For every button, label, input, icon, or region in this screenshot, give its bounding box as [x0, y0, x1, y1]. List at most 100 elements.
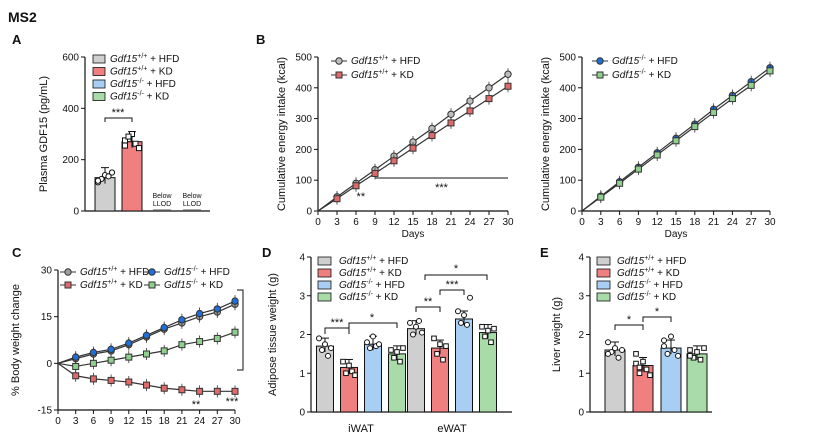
- significance-label: **: [192, 399, 201, 411]
- data-point: [107, 356, 115, 364]
- data-point: [142, 331, 151, 340]
- x-axis-label: Days: [665, 229, 688, 240]
- y-tick-label: -15: [38, 406, 53, 417]
- significance-label: **: [357, 191, 366, 203]
- legend-swatch: [92, 54, 106, 64]
- y-tick-label: 300: [559, 114, 576, 125]
- x-tick-label: 18: [426, 217, 438, 228]
- x-tick-label: 27: [746, 217, 758, 228]
- legend-marker: [64, 268, 72, 276]
- legend-label: Gdf15-/- + KD: [110, 91, 169, 103]
- data-point: [482, 333, 488, 340]
- legend-marker: [335, 71, 343, 79]
- data-point: [132, 140, 139, 147]
- legend-marker: [64, 281, 72, 289]
- y-tick-label: 4: [299, 253, 305, 264]
- data-point: [388, 347, 394, 353]
- x-tick-label: 18: [689, 217, 701, 228]
- x-tick-label: 15: [141, 416, 153, 427]
- y-tick-label: 0: [578, 408, 584, 419]
- data-point: [747, 81, 755, 89]
- data-point: [597, 193, 605, 201]
- x-tick-label: 0: [55, 416, 61, 427]
- data-point: [352, 182, 360, 190]
- data-point: [672, 137, 680, 145]
- y-tick-label: 500: [559, 53, 576, 64]
- legend-swatch: [92, 92, 106, 101]
- data-point: [231, 297, 239, 305]
- data-point: [340, 358, 346, 365]
- significance-bracket: [104, 117, 133, 122]
- data-point: [367, 345, 373, 352]
- bar: [686, 353, 708, 413]
- data-point: [458, 319, 464, 326]
- legend-marker: [596, 71, 604, 79]
- legend-marker: [148, 268, 156, 276]
- x-tick-label: 3: [73, 416, 79, 427]
- y-tick-label: 400: [295, 83, 312, 94]
- data-point: [125, 133, 132, 140]
- x-tick-label: 6: [91, 416, 97, 427]
- y-tick-label: 2: [299, 330, 305, 341]
- data-point: [364, 339, 370, 346]
- data-point: [661, 337, 667, 344]
- data-point: [413, 323, 419, 330]
- y-tick-label: 2: [578, 330, 584, 341]
- x-tick-label: 30: [764, 217, 776, 228]
- significance-label: *: [655, 306, 660, 318]
- y-axis-label: % Body weight change: [10, 284, 22, 396]
- legend-label: Gdf15+/+ + HFD: [110, 53, 179, 65]
- y-tick-label: 4: [578, 253, 584, 264]
- y-tick-label: 400: [62, 104, 79, 115]
- data-point: [231, 387, 239, 395]
- significance-bracket: [348, 322, 398, 328]
- data-point: [72, 362, 80, 370]
- y-tick-label: 3: [299, 291, 305, 302]
- data-point: [675, 352, 681, 359]
- y-axis-label: Liver weight (g): [551, 297, 563, 372]
- y-tick-label: 0: [570, 207, 576, 218]
- data-point: [343, 370, 349, 377]
- y-tick-label: 200: [62, 155, 79, 166]
- data-point: [107, 376, 115, 384]
- data-point: [322, 341, 328, 348]
- data-point: [319, 347, 325, 353]
- bar: [121, 141, 143, 212]
- y-tick-label: 100: [295, 176, 312, 187]
- data-point: [231, 328, 239, 336]
- y-tick-label: 0: [73, 207, 79, 218]
- data-point: [178, 341, 186, 349]
- legend-swatch: [317, 256, 332, 266]
- x-tick-label: 27: [212, 416, 224, 427]
- data-point: [461, 312, 467, 319]
- data-point: [643, 366, 650, 373]
- data-point: [701, 345, 707, 351]
- panel-label-c: C: [12, 245, 22, 260]
- data-point: [416, 317, 422, 324]
- legend-swatch: [92, 79, 106, 89]
- x-category-label: iWAT: [348, 423, 374, 435]
- below-llod-label: LLOD: [183, 201, 201, 208]
- data-point: [125, 339, 133, 347]
- y-tick-label: 600: [62, 53, 79, 64]
- data-point: [125, 378, 133, 386]
- x-tick-label: 12: [652, 217, 664, 228]
- significance-bracket: [424, 274, 488, 280]
- data-point: [485, 84, 493, 92]
- data-point: [710, 108, 718, 116]
- data-point: [440, 356, 446, 363]
- data-point: [653, 151, 661, 159]
- data-point: [636, 364, 643, 371]
- data-point: [668, 333, 674, 340]
- data-point: [407, 319, 413, 326]
- significance-bracket: [439, 289, 465, 295]
- y-tick-label: 1: [299, 369, 305, 380]
- significance-bracket: [324, 327, 350, 334]
- bar: [455, 318, 473, 413]
- legend-label: Gdf15-/- + HFD: [110, 78, 176, 90]
- legend-swatch: [92, 67, 106, 76]
